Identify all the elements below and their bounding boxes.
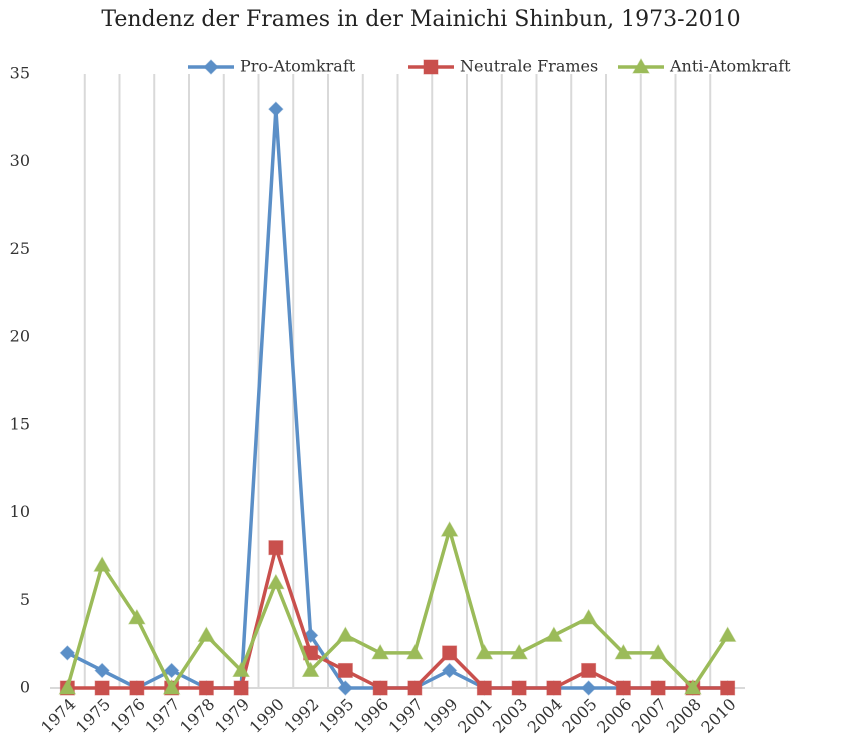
marker: [423, 59, 439, 75]
marker: [441, 662, 458, 679]
marker: [372, 680, 388, 696]
marker: [545, 626, 563, 642]
marker: [650, 680, 666, 696]
marker: [581, 662, 597, 678]
marker: [371, 643, 389, 660]
x-tick-label: 1976: [107, 695, 149, 737]
x-tick-label: 1996: [350, 695, 392, 737]
y-tick-label: 0: [20, 678, 30, 697]
x-tick-label: 1974: [37, 695, 79, 737]
x-tick-label: 2005: [558, 695, 600, 737]
y-tick-label: 20: [10, 327, 30, 346]
marker: [337, 662, 353, 678]
x-tick-label: 1990: [246, 695, 288, 737]
marker: [440, 521, 459, 537]
marker: [162, 678, 181, 695]
x-tick-label: 1999: [419, 695, 461, 737]
legend-label: Pro-Atomkraft: [240, 57, 356, 76]
marker: [128, 608, 146, 625]
y-tick-label: 30: [10, 151, 30, 170]
marker: [580, 680, 597, 696]
x-tick-label: 1997: [385, 695, 427, 737]
marker: [476, 680, 492, 696]
marker: [442, 645, 458, 661]
marker: [301, 661, 320, 677]
marker: [163, 662, 180, 679]
marker: [58, 678, 77, 695]
marker: [632, 57, 650, 74]
y-tick-label: 25: [10, 239, 30, 258]
x-tick-label: 1992: [280, 695, 322, 737]
marker: [268, 101, 284, 117]
series-line: [65, 528, 730, 690]
marker: [93, 556, 111, 572]
marker: [649, 643, 667, 660]
marker: [94, 662, 110, 679]
marker: [546, 680, 562, 696]
marker: [406, 643, 424, 660]
marker: [579, 608, 598, 625]
y-tick-label: 35: [10, 64, 30, 83]
y-tick-label: 10: [10, 502, 30, 521]
x-tick-label: 2004: [524, 695, 566, 737]
marker: [337, 680, 354, 696]
marker: [511, 680, 527, 696]
marker: [718, 626, 737, 642]
x-tick-label: 2010: [697, 695, 739, 737]
x-tick-label: 2006: [593, 695, 635, 737]
x-tick-label: 1979: [211, 695, 253, 737]
x-tick-label: 2001: [454, 695, 496, 737]
marker: [684, 678, 702, 695]
marker: [720, 680, 736, 696]
x-tick-label: 1978: [176, 695, 218, 737]
x-tick-label: 2008: [663, 695, 705, 737]
x-tick-label: 1995: [315, 695, 357, 737]
marker: [268, 540, 284, 556]
marker: [232, 661, 250, 677]
marker: [336, 626, 355, 642]
marker: [233, 680, 249, 696]
marker: [198, 680, 214, 696]
marker: [267, 573, 285, 590]
marker: [614, 643, 633, 660]
marker: [59, 645, 76, 661]
y-tick-label: 15: [10, 414, 30, 433]
marker: [94, 680, 110, 696]
marker: [407, 680, 423, 696]
marker: [475, 643, 494, 660]
legend-label: Neutrale Frames: [460, 57, 598, 76]
marker: [510, 643, 528, 660]
x-tick-label: 2003: [489, 695, 531, 737]
x-tick-label: 1975: [72, 695, 114, 737]
legend-label: Anti-Atomkraft: [669, 57, 791, 76]
marker: [197, 626, 216, 642]
marker: [615, 680, 631, 696]
x-tick-label: 2007: [628, 695, 670, 737]
y-tick-label: 5: [20, 590, 30, 609]
marker: [129, 680, 145, 696]
chart-title: Tendenz der Frames in der Mainichi Shinb…: [101, 7, 740, 32]
marker: [203, 59, 219, 75]
x-tick-label: 1977: [141, 695, 183, 737]
